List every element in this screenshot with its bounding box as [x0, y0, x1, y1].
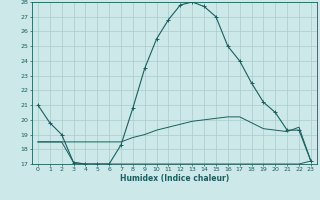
X-axis label: Humidex (Indice chaleur): Humidex (Indice chaleur) — [120, 174, 229, 183]
